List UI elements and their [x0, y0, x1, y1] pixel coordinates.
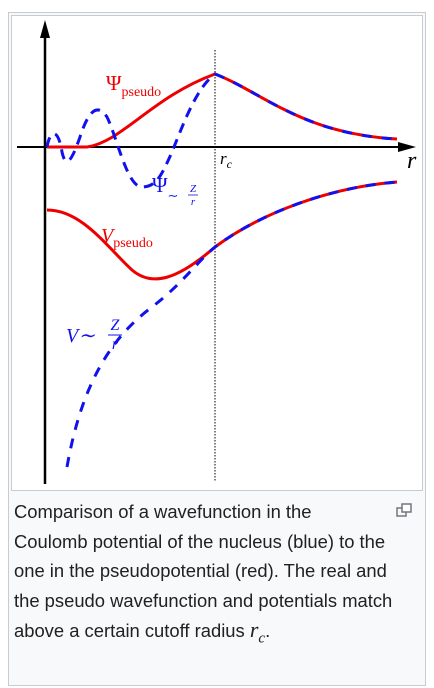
v-coulomb-curve	[65, 180, 398, 468]
text-part: r	[249, 617, 259, 643]
text-part: V	[101, 225, 116, 247]
arrowhead	[40, 20, 50, 38]
enlarge-icon[interactable]	[396, 503, 412, 517]
caption-text: Comparison of a wavefunction in the Coul…	[14, 501, 393, 642]
v-pseudo-label: Vpseudo	[101, 225, 153, 251]
caption-end: .	[265, 620, 271, 642]
v-coulomb-label: V∼	[66, 325, 95, 347]
thumbnail: Ψpseudo Ψ∼ Z r rc r Vpseudo V∼ Z r Compa…	[8, 12, 426, 686]
diagram: Ψpseudo Ψ∼ Z r rc r Vpseudo V∼ Z r	[17, 20, 417, 484]
text-part: r	[220, 149, 227, 168]
v-coulomb-numerator: Z	[111, 317, 121, 334]
caption: Comparison of a wavefunction in the Coul…	[14, 497, 414, 654]
v-pseudo-curve	[46, 180, 398, 281]
v-coulomb-denominator: r	[112, 336, 119, 353]
psi-coulomb-curve	[214, 72, 398, 141]
rc-label: rc	[220, 149, 233, 171]
psi-coulomb-label: Ψ∼	[152, 173, 178, 203]
caption-symbol: rc	[249, 617, 265, 646]
text-part: pseudo	[122, 85, 162, 100]
arrowhead	[398, 142, 416, 152]
text-part: c	[258, 630, 266, 647]
psi-pseudo-label: Ψpseudo	[106, 71, 161, 100]
psi-coulomb-curve	[45, 72, 216, 189]
psi-coulomb-denominator: r	[191, 196, 196, 208]
psi-coulomb-numerator: Z	[190, 183, 197, 195]
r-axis-label: r	[407, 148, 417, 174]
text-part: Ψ	[106, 71, 122, 95]
text-part: Ψ	[152, 173, 168, 197]
image[interactable]: Ψpseudo Ψ∼ Z r rc r Vpseudo V∼ Z r	[11, 15, 423, 491]
text-part: c	[227, 157, 233, 171]
text-part: pseudo	[113, 236, 153, 251]
text-part: ∼	[168, 188, 179, 203]
